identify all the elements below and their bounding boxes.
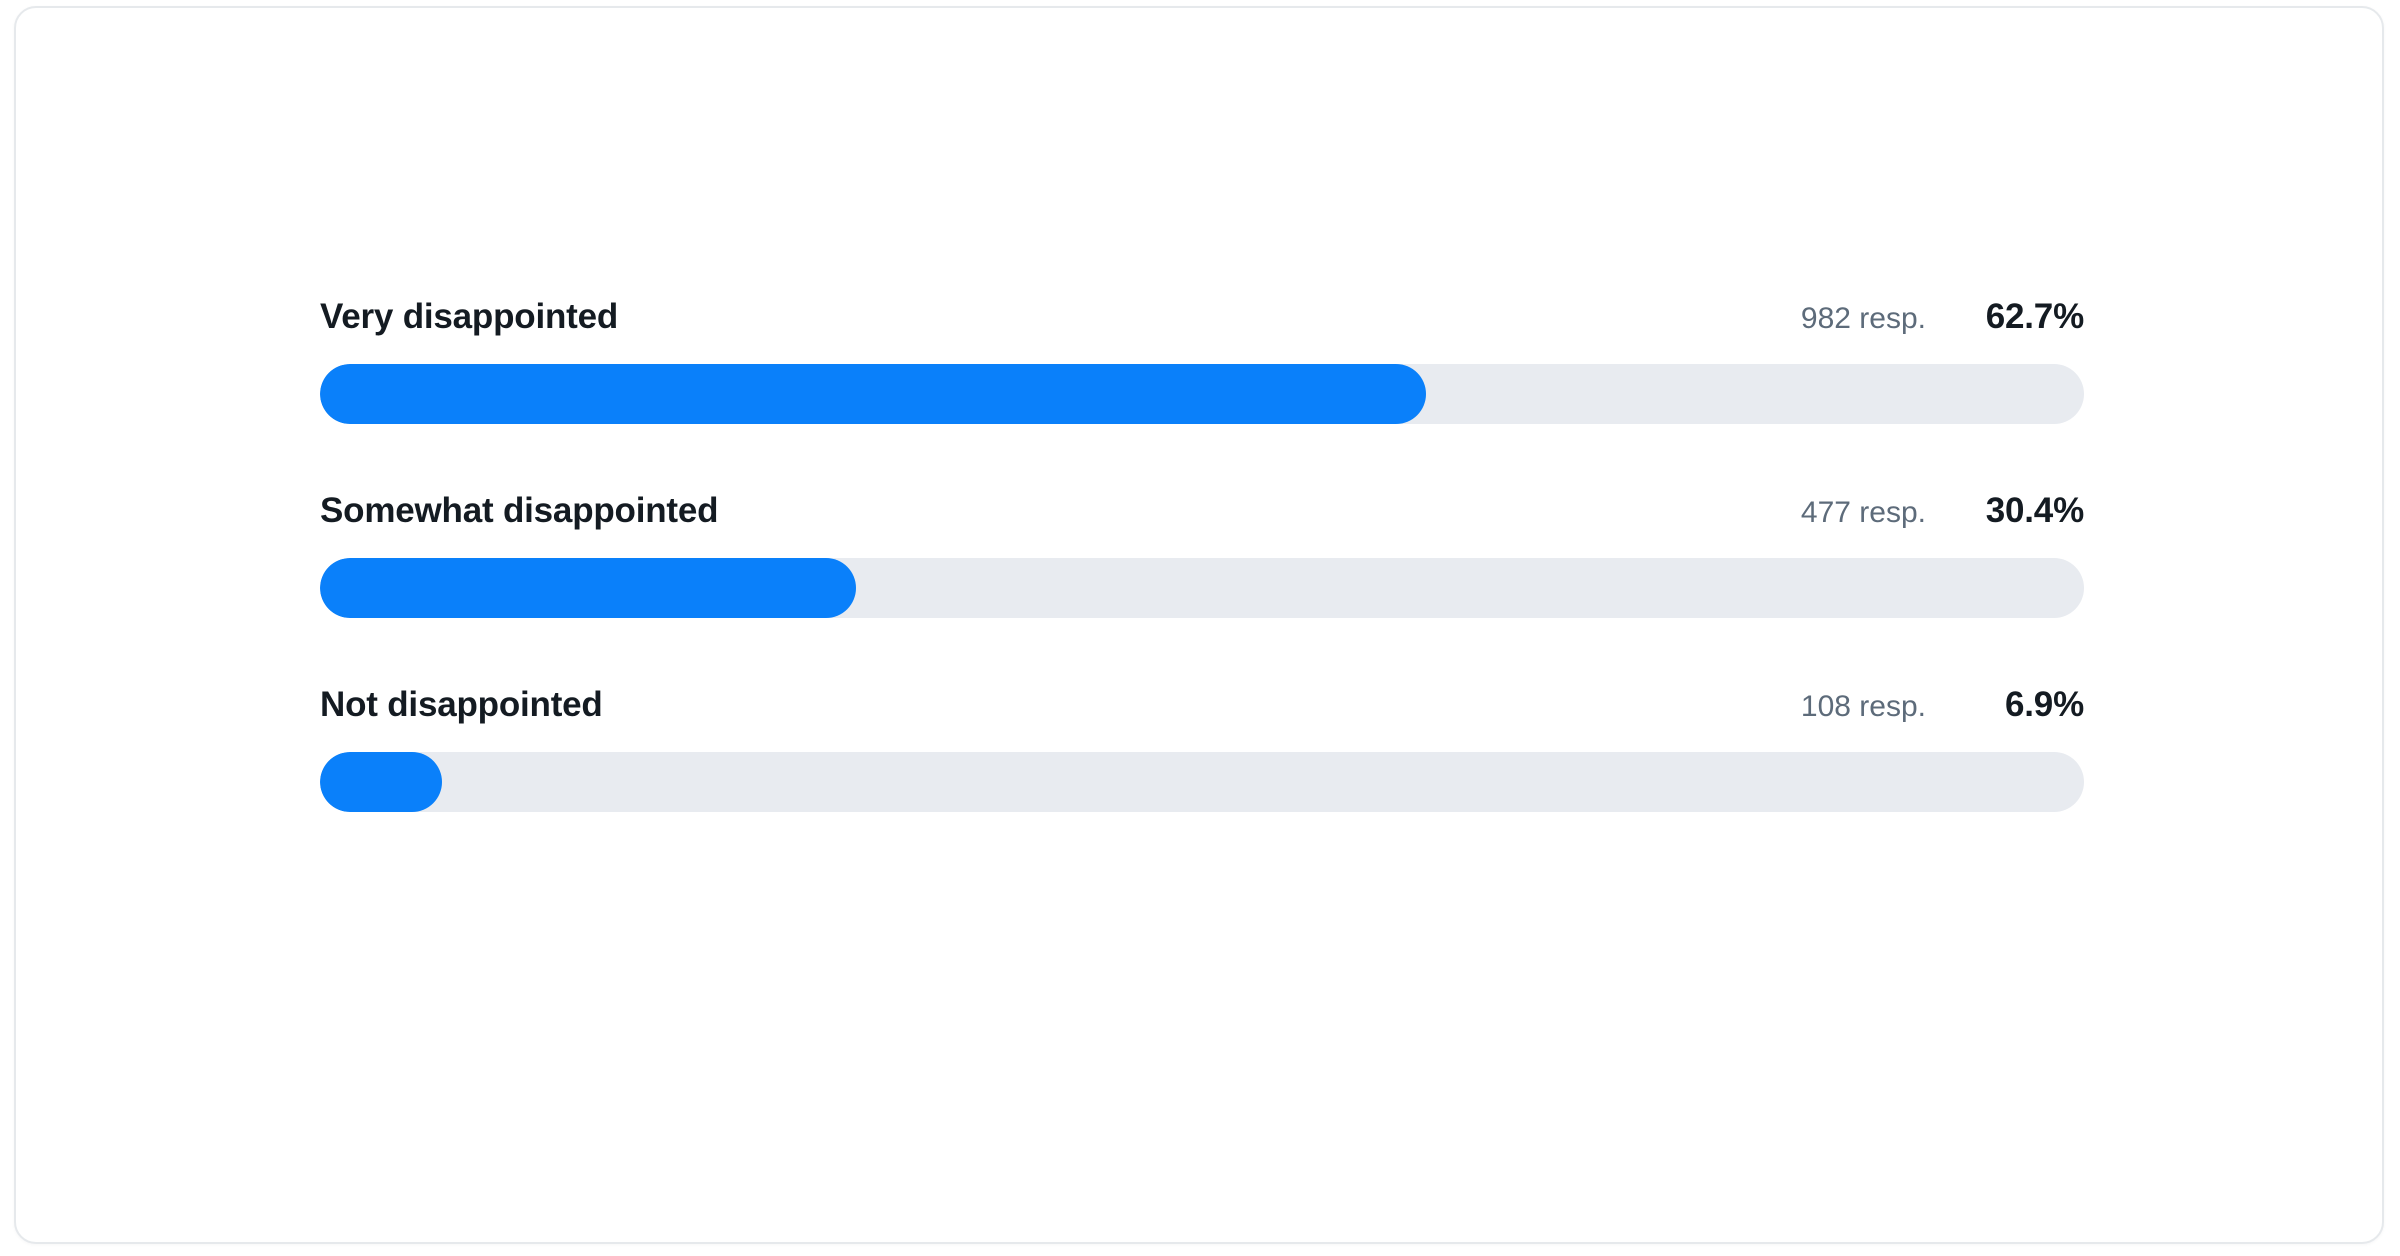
chart-row-bar-fill — [320, 364, 1427, 424]
chart-row-label: Very disappointed — [320, 297, 619, 336]
chart-row-bar-fill — [320, 752, 442, 812]
chart-row-label: Not disappointed — [320, 685, 603, 724]
chart-row-response-count: 982 resp. — [1800, 302, 1926, 335]
chart-row-values: 477 resp. 30.4% — [1801, 488, 2084, 536]
chart-row-bar-track — [320, 752, 2084, 812]
chart-row-header: Not disappointed 108 resp. 6.9% — [320, 682, 2084, 728]
chart-row-header: Somewhat disappointed 477 resp. 30.4% — [320, 488, 2084, 534]
chart-row[interactable]: Somewhat disappointed 477 resp. 30.4% — [320, 488, 2084, 618]
chart-row-bar-fill — [320, 558, 857, 618]
chart-row-percentage: 6.9% — [2005, 685, 2084, 724]
chart-row-label: Somewhat disappointed — [320, 491, 719, 530]
disappointment-bar-chart: Very disappointed 982 resp. 62.7% Somewh… — [320, 294, 2084, 812]
chart-row[interactable]: Not disappointed 108 resp. 6.9% — [320, 682, 2084, 812]
chart-row[interactable]: Very disappointed 982 resp. 62.7% — [320, 294, 2084, 424]
chart-row-percentage: 62.7% — [1985, 297, 2084, 336]
survey-results-card: Very disappointed 982 resp. 62.7% Somewh… — [14, 6, 2384, 1244]
chart-row-values: 108 resp. 6.9% — [1801, 682, 2084, 730]
chart-row-percentage: 30.4% — [1985, 491, 2084, 530]
chart-row-response-count: 108 resp. — [1800, 690, 1926, 723]
chart-row-header: Very disappointed 982 resp. 62.7% — [320, 294, 2084, 340]
chart-row-response-count: 477 resp. — [1800, 496, 1926, 529]
chart-row-bar-track — [320, 558, 2084, 618]
chart-row-values: 982 resp. 62.7% — [1801, 294, 2084, 342]
chart-row-bar-track — [320, 364, 2084, 424]
